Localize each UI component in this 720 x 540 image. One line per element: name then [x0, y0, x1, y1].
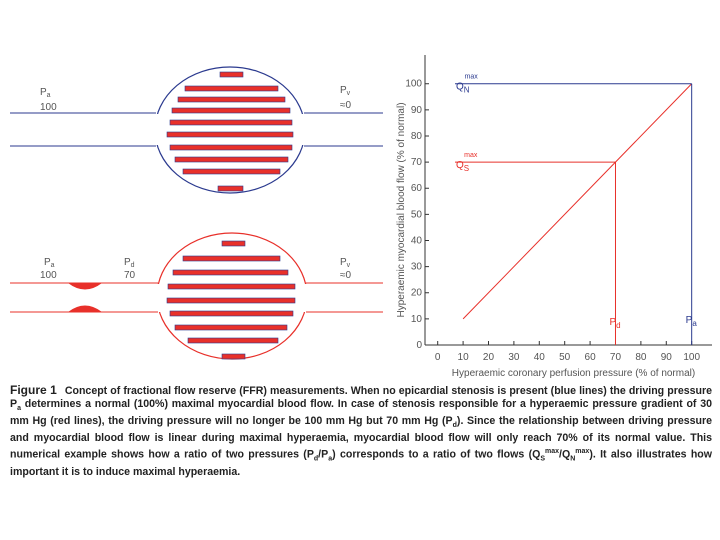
p-sub: d	[616, 321, 620, 330]
bar-shape	[219, 71, 244, 78]
x-axis-label: Hyperaemic coronary perfusion pressure (…	[452, 368, 695, 379]
y-tick-label: 20	[411, 288, 423, 299]
y-tick-label: 100	[405, 79, 422, 90]
y-tick-label: 70	[411, 157, 423, 168]
bar-shape	[221, 240, 246, 247]
pv-label: Pv	[340, 85, 351, 97]
bar-shape	[182, 168, 281, 175]
p: P	[609, 317, 616, 328]
pv-value: ≈0	[340, 270, 351, 281]
bar-shape	[169, 310, 294, 317]
y-axis-label: Hyperaemic myocardial blood flow (% of n…	[396, 102, 407, 317]
x-tick-label: 0	[435, 352, 441, 363]
diagram	[10, 66, 383, 360]
x-tick-label: 50	[559, 352, 571, 363]
y-tick-label: 50	[411, 209, 423, 220]
y-tick-label: 80	[411, 131, 423, 142]
pa-value: 100	[40, 270, 57, 281]
q: Q	[456, 160, 464, 171]
x-tick-label: 10	[458, 352, 470, 363]
bar-shape	[172, 269, 289, 276]
y-tick-label: 10	[411, 314, 423, 325]
q-sup: max	[465, 74, 479, 81]
figure: Pa 100 Pv ≈0 Pa 100 Pd 70 Pv ≈0 01020304…	[10, 55, 712, 379]
bar-shape	[169, 144, 293, 151]
q: Q	[456, 82, 464, 93]
level-label: QSmax	[456, 152, 478, 173]
bar-shape	[171, 107, 291, 114]
y-tick-label: 0	[416, 340, 422, 351]
x-tick-label: 70	[610, 352, 622, 363]
pa-label: Pa	[40, 87, 51, 99]
pa-value: 100	[40, 102, 57, 113]
bar-shape	[182, 255, 281, 262]
bar-shape	[174, 156, 289, 163]
x-tick-label: 100	[683, 352, 700, 363]
q-sup: max	[464, 152, 478, 159]
pa-label: Pa	[44, 257, 55, 269]
bar-shape	[187, 337, 279, 344]
bar-shape	[169, 119, 293, 126]
bar-shape	[184, 85, 279, 92]
pd-label: Pd	[124, 257, 135, 269]
x-tick-label: 20	[483, 352, 495, 363]
p: P	[686, 315, 693, 326]
p-sub: a	[692, 319, 697, 328]
q-sub: N	[464, 86, 470, 95]
x-tick-label: 40	[534, 352, 546, 363]
y-tick-label: 40	[411, 235, 423, 246]
level-label: QNmax	[456, 74, 478, 95]
x-tick-label: 30	[508, 352, 520, 363]
caption: Figure 1 Concept of fractional flow reser…	[10, 383, 713, 478]
y-tick-label: 30	[411, 262, 423, 273]
caption-label: Figure 1	[10, 383, 57, 397]
pv-value: ≈0	[340, 100, 351, 111]
bar-shape	[166, 131, 294, 138]
pv-label: Pv	[340, 257, 351, 269]
bar-shape	[174, 324, 288, 331]
bar-shape	[166, 297, 296, 304]
bar-shape	[217, 185, 244, 192]
y-tick-label: 60	[411, 183, 423, 194]
bar-shape	[221, 353, 246, 360]
x-marker: Pd	[609, 317, 620, 330]
y-tick-label: 90	[411, 105, 423, 116]
x-tick-label: 80	[635, 352, 647, 363]
bar-shape	[177, 96, 286, 103]
x-tick-label: 90	[661, 352, 673, 363]
q-sub: S	[464, 164, 469, 173]
pd-value: 70	[124, 270, 136, 281]
x-marker: Pa	[686, 315, 698, 328]
x-tick-label: 60	[585, 352, 597, 363]
bar-shape	[167, 283, 296, 290]
data-line	[462, 83, 693, 320]
